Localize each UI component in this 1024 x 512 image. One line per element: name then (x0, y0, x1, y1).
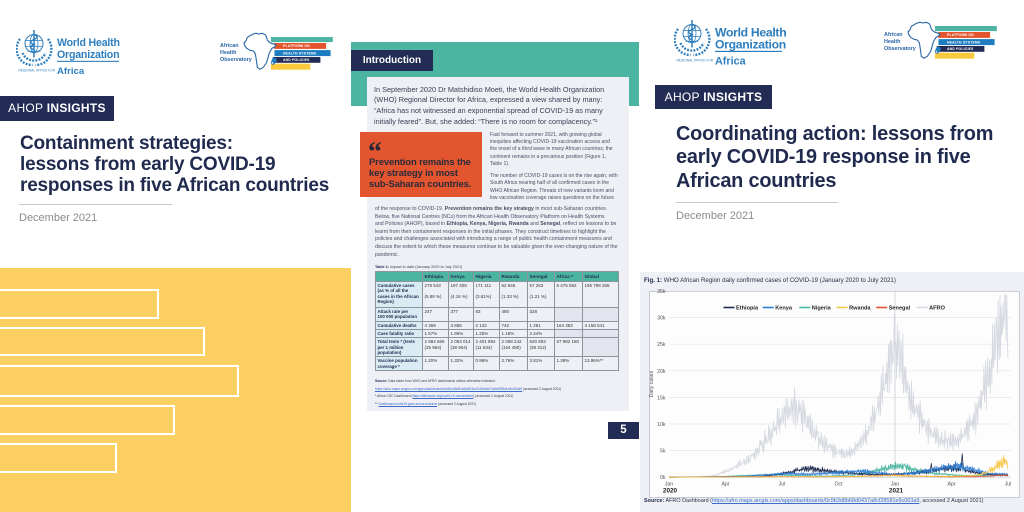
svg-text:Observatory: Observatory (220, 57, 252, 63)
svg-text:World Health: World Health (715, 26, 786, 40)
svg-text:Organization: Organization (715, 38, 786, 52)
svg-text:African: African (220, 43, 239, 49)
svg-text:35k: 35k (657, 289, 666, 295)
svg-text:2020: 2020 (663, 488, 678, 495)
svg-text:Jan: Jan (891, 482, 899, 488)
svg-text:Africa: Africa (715, 56, 747, 68)
svg-text:Rwanda: Rwanda (849, 306, 871, 312)
svg-text:HEALTH SYSTEMS: HEALTH SYSTEMS (283, 51, 317, 55)
svg-text:Nigeria: Nigeria (812, 306, 832, 312)
svg-text:AND POLICIES: AND POLICIES (283, 58, 310, 62)
svg-text:Africa: Africa (57, 66, 85, 77)
svg-text:2021: 2021 (889, 488, 904, 495)
svg-text:Observatory: Observatory (884, 46, 916, 52)
svg-text:20k: 20k (657, 369, 666, 375)
svg-text:Senegal: Senegal (889, 306, 911, 312)
svg-text:Oct: Oct (834, 482, 843, 488)
svg-text:Jul: Jul (779, 482, 786, 488)
svg-text:Jul: Jul (1005, 482, 1012, 488)
svg-text:HEALTH SYSTEMS: HEALTH SYSTEMS (947, 40, 981, 44)
svg-text:World Health: World Health (57, 37, 120, 49)
svg-text:10k: 10k (657, 422, 666, 428)
svg-text:PLATFORM ON: PLATFORM ON (947, 33, 974, 37)
svg-text:REGIONAL OFFICE FOR: REGIONAL OFFICE FOR (19, 69, 56, 73)
svg-text:15k: 15k (657, 395, 666, 401)
svg-text:PLATFORM ON: PLATFORM ON (283, 44, 310, 48)
svg-text:30k: 30k (657, 316, 666, 322)
svg-text:AND POLICIES: AND POLICIES (947, 47, 974, 51)
svg-text:Kenya: Kenya (775, 306, 793, 312)
svg-text:Jan: Jan (665, 482, 673, 488)
svg-text:25k: 25k (657, 342, 666, 348)
svg-text:Ethiopia: Ethiopia (736, 306, 759, 312)
svg-text:Health: Health (884, 39, 900, 45)
svg-text:Organization: Organization (57, 49, 119, 61)
svg-text:REGIONAL OFFICE FOR: REGIONAL OFFICE FOR (677, 59, 714, 63)
svg-text:Apr: Apr (721, 482, 729, 488)
svg-text:Daily cases: Daily cases (649, 370, 655, 397)
svg-text:Health: Health (220, 50, 236, 56)
svg-text:5k: 5k (660, 449, 666, 455)
svg-text:Apr: Apr (947, 482, 955, 488)
svg-text:African: African (884, 32, 903, 38)
svg-text:0k: 0k (660, 475, 666, 481)
svg-text:AFRO: AFRO (929, 306, 945, 312)
